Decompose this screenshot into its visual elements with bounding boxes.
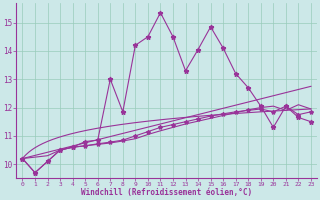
X-axis label: Windchill (Refroidissement éolien,°C): Windchill (Refroidissement éolien,°C) xyxy=(81,188,252,197)
